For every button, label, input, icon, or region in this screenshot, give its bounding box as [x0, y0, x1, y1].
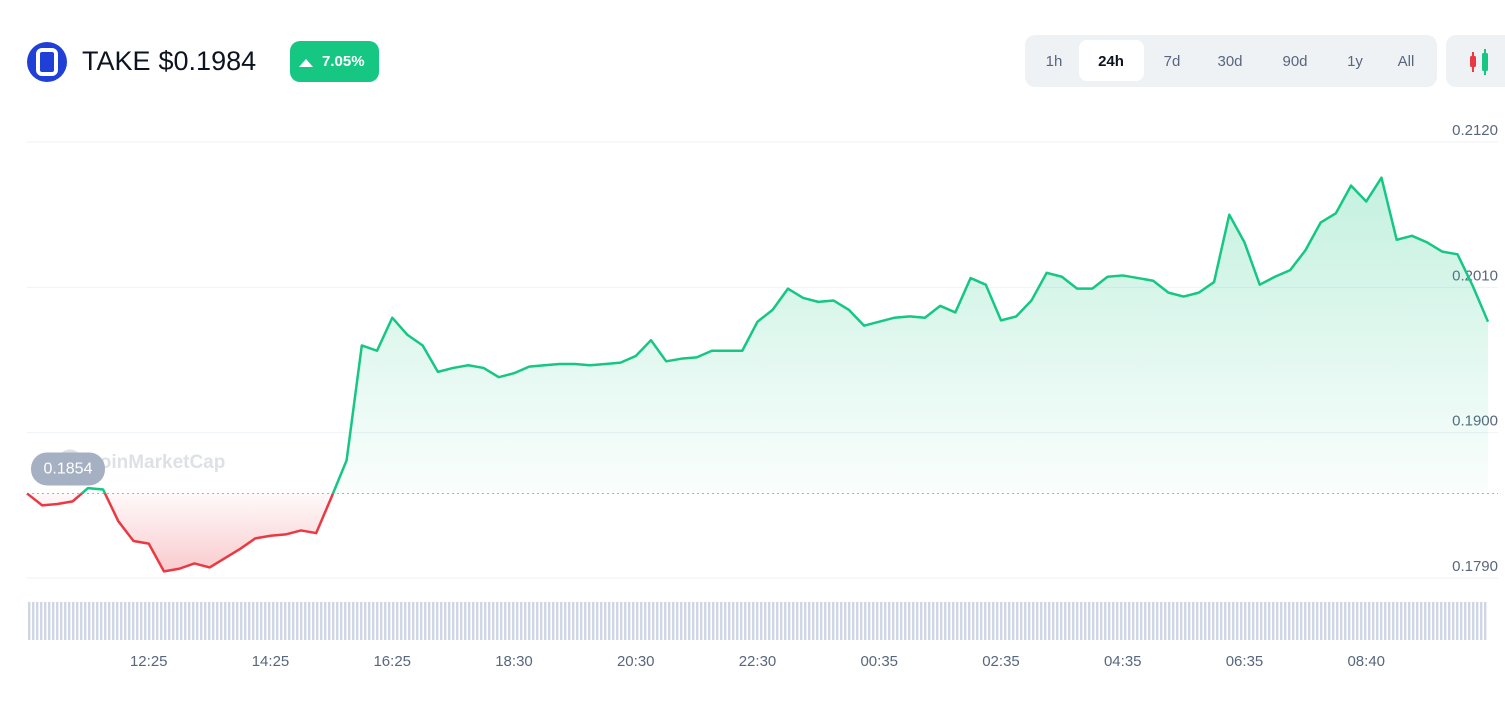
x-tick-label: 02:35: [982, 653, 1020, 670]
range-button[interactable]: All: [1398, 53, 1415, 70]
header: TAKE $0.1984 7.05%: [27, 41, 379, 82]
x-tick-label: 18:30: [495, 653, 533, 670]
coin-price: $0.1984: [159, 46, 257, 76]
y-tick-label: 0.1790: [1452, 558, 1498, 575]
candle-icon: [1482, 53, 1488, 71]
candle-icon: [1470, 56, 1476, 67]
x-tick-label: 14:25: [252, 653, 290, 670]
x-tick-label: 06:35: [1226, 653, 1264, 670]
range-selector: 1h 24h 7d 30d 90d 1y All: [1025, 35, 1437, 87]
x-tick-label: 00:35: [860, 653, 898, 670]
reference-label: 0.1854: [44, 461, 93, 478]
x-tick-label: 20:30: [617, 653, 655, 670]
range-button[interactable]: 7d: [1164, 53, 1181, 70]
x-tick-label: 04:35: [1104, 653, 1142, 670]
y-tick-label: 0.2120: [1452, 122, 1498, 139]
change-percent: 7.05%: [322, 53, 365, 70]
up-arrow: [299, 59, 313, 67]
volume-strip: [27, 602, 1488, 640]
x-tick-label: 22:30: [739, 653, 777, 670]
range-button[interactable]: 1y: [1347, 53, 1363, 70]
chart-type-toggle[interactable]: [1446, 35, 1505, 87]
range-button[interactable]: 1h: [1046, 53, 1063, 70]
change-badge: [290, 41, 379, 82]
range-button[interactable]: 24h: [1098, 53, 1124, 70]
coin-logo-mark: [36, 48, 58, 76]
x-tick-label: 08:40: [1347, 653, 1385, 670]
watermark-text: CoinMarketCap: [86, 452, 225, 473]
area-fill: [27, 177, 1488, 572]
reference-pill: [31, 452, 105, 486]
range-button[interactable]: 30d: [1217, 53, 1242, 70]
price-line: [26, 176, 1490, 573]
range-button[interactable]: 90d: [1282, 53, 1307, 70]
x-tick-label: 12:25: [130, 653, 168, 670]
range-button-active: [1079, 40, 1144, 81]
coin-symbol: TAKE: [82, 46, 151, 76]
x-tick-label: 16:25: [373, 653, 411, 670]
